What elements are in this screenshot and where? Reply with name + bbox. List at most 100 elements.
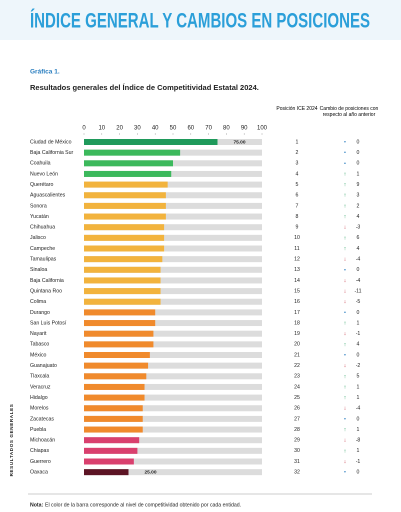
category-label: Morelos (30, 406, 49, 412)
position: 23 (294, 374, 300, 380)
category-label: Nayarit (30, 331, 47, 337)
bar (84, 405, 143, 412)
change-icon: • (344, 470, 346, 476)
bar-track (84, 469, 262, 476)
bar-track (84, 373, 262, 380)
header: ÍNDICE GENERAL Y CAMBIOS EN POSICIONES (30, 10, 370, 33)
change-value: 4 (357, 246, 360, 252)
note: El color de la barra corresponde al nive… (45, 502, 241, 508)
position: 32 (294, 470, 300, 476)
change-icon: ↑ (344, 203, 347, 209)
position: 14 (294, 278, 300, 284)
position: 27 (294, 416, 300, 422)
change-header-box: Cambio de posiciones con respecto al año… (320, 106, 379, 118)
x-tick-label: 20 (116, 126, 123, 132)
change-value: 1 (357, 320, 360, 326)
change-value: 5 (357, 374, 360, 380)
change-icon: ↓ (344, 438, 347, 444)
position: 5 (296, 182, 299, 188)
change-value: -11 (354, 288, 361, 294)
position-header-box: Posición ICE 2024 (276, 106, 317, 112)
bar (84, 298, 161, 305)
change-icon: ↓ (344, 225, 347, 231)
change-icon: • (344, 416, 346, 422)
change-icon: ↓ (344, 289, 347, 295)
category-label: Ciudad de México (30, 139, 72, 145)
x-tick-label: 10 (98, 126, 105, 132)
bar (84, 170, 172, 177)
change-value: 0 (357, 416, 360, 422)
position: 11 (294, 246, 299, 252)
change-value: 4 (357, 342, 360, 348)
position: 18 (294, 320, 300, 326)
position: 6 (296, 193, 299, 199)
change-value: -4 (356, 278, 361, 284)
change-icon: ↑ (344, 182, 347, 188)
note-label: Nota: (30, 502, 44, 508)
bar (84, 160, 173, 167)
bar-track (84, 234, 262, 241)
x-tick-label: 70 (205, 126, 212, 132)
change-value: 0 (357, 470, 360, 476)
bar (84, 458, 134, 465)
category-label: Baja California (30, 278, 64, 284)
bar (84, 309, 156, 316)
change-icon: ↑ (344, 193, 347, 199)
category-label: Durango (30, 310, 50, 316)
position: 25 (294, 395, 300, 401)
position: 3 (296, 161, 299, 167)
change-icon: ↑ (344, 342, 347, 348)
change-value: 6 (357, 235, 360, 241)
position: 30 (294, 448, 300, 454)
position: 4 (296, 171, 299, 177)
bar (84, 341, 154, 348)
category-label: Sinaloa (30, 267, 47, 273)
category-label: Puebla (30, 427, 46, 433)
change-icon: ↓ (344, 459, 347, 465)
bar (84, 266, 161, 273)
change-icon: ↑ (344, 395, 347, 401)
x-tick-label: 0 (82, 126, 86, 132)
position: 22 (294, 363, 300, 369)
bar (84, 320, 156, 327)
category-label: Guerrero (30, 459, 51, 465)
change-icon: ↑ (344, 321, 347, 327)
change-value: 0 (357, 267, 360, 273)
change-icon: • (344, 139, 346, 145)
position: 26 (294, 406, 300, 412)
bar (84, 234, 165, 241)
bar-track (84, 170, 262, 177)
position: 19 (294, 331, 300, 337)
change-icon: • (344, 161, 346, 167)
category-label: Aguascalientes (30, 193, 66, 199)
header-band (0, 0, 401, 40)
bar (84, 330, 154, 337)
position: 20 (294, 342, 300, 348)
change-value: -3 (356, 225, 361, 231)
bar-track (84, 362, 262, 369)
category-label: Quintana Roo (30, 288, 62, 294)
change-icon: ↓ (344, 331, 347, 337)
position: 10 (294, 235, 300, 241)
x-tick-label: 100 (257, 126, 268, 132)
bar (84, 224, 165, 231)
change-value: -1 (356, 459, 361, 465)
change-icon: • (344, 267, 346, 273)
x-tick-label: 60 (187, 126, 194, 132)
change-value: 0 (357, 352, 360, 358)
category-label: Chihuahua (30, 225, 55, 231)
bar-track (84, 415, 262, 422)
change-value: 1 (357, 171, 360, 177)
position: 15 (294, 288, 300, 294)
position: 1 (296, 139, 299, 145)
bar (84, 202, 166, 209)
position: 9 (296, 225, 299, 231)
bar-track (84, 181, 262, 188)
bar-track (84, 309, 262, 316)
figure-label: Gráfica 1. (30, 69, 60, 76)
change-icon: ↑ (344, 448, 347, 454)
change-icon: ↑ (344, 374, 347, 380)
bar (84, 437, 140, 444)
change-icon: ↑ (344, 214, 347, 220)
